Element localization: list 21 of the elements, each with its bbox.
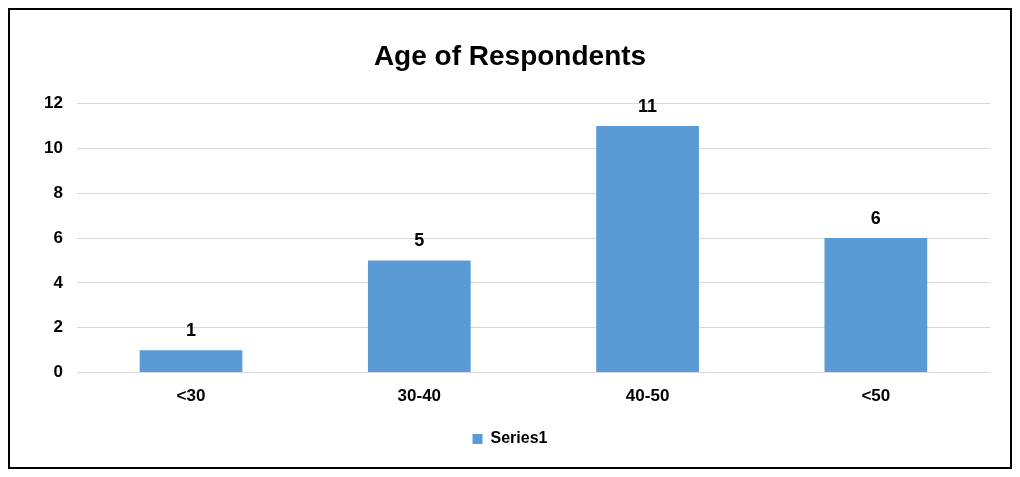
y-tick-label: 4 (53, 272, 64, 292)
data-label: 1 (186, 320, 197, 341)
y-tick-label: 0 (53, 362, 63, 382)
data-label: 11 (638, 95, 658, 116)
x-tick-label: <30 (176, 386, 206, 406)
x-tick-label: <50 (861, 386, 891, 406)
bar (596, 126, 699, 373)
bar (139, 350, 243, 373)
y-tick-label: 2 (53, 317, 63, 337)
legend-label: Series1 (490, 429, 548, 447)
x-tick-label: 40-50 (625, 386, 670, 406)
chart-title: Age of Respondents (373, 39, 647, 71)
x-tick-label: 30-40 (397, 386, 442, 406)
bar (367, 260, 471, 373)
data-label: 6 (870, 208, 881, 229)
y-tick-label: 12 (43, 93, 63, 113)
bar (824, 238, 928, 373)
y-tick-label: 8 (53, 182, 63, 202)
data-label: 5 (414, 230, 425, 251)
y-tick-label: 6 (53, 227, 63, 247)
y-tick-label: 10 (43, 138, 63, 158)
